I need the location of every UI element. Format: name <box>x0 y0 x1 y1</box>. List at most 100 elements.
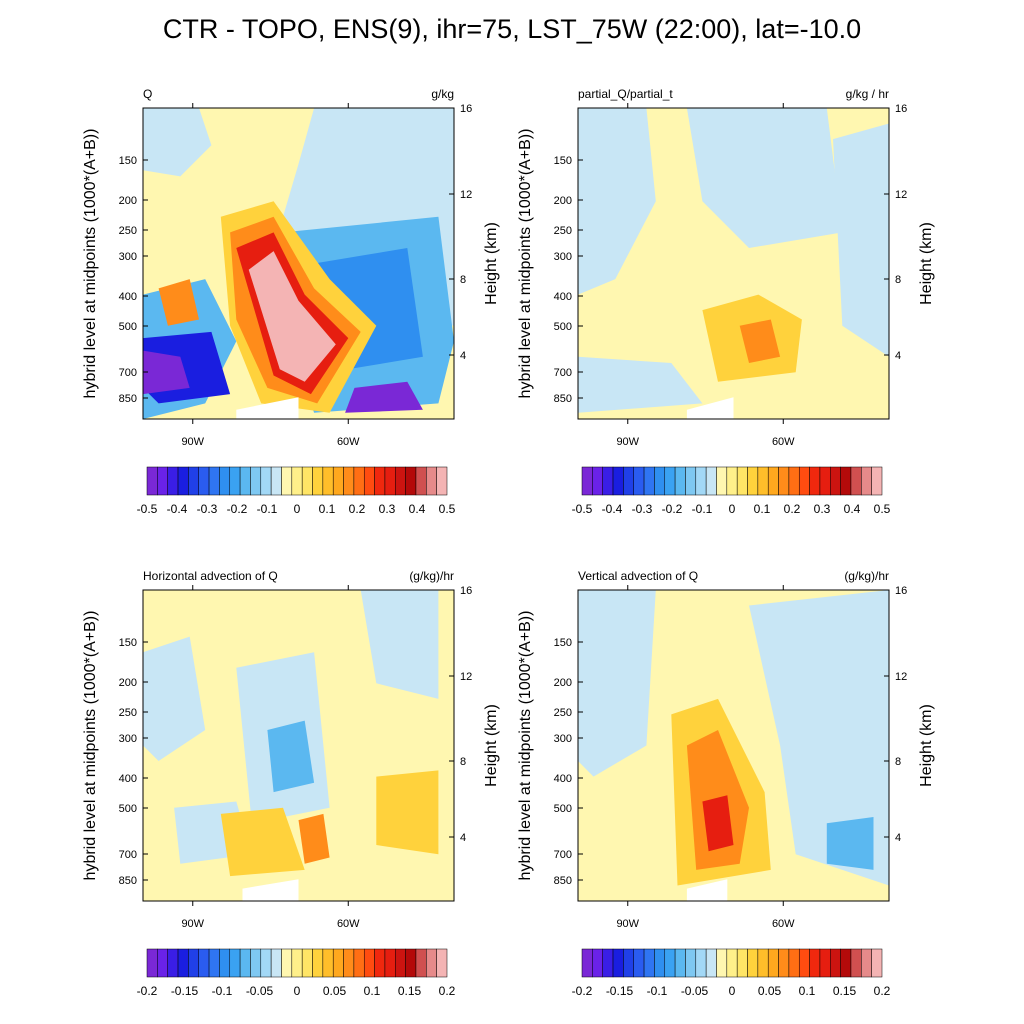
y-tick-label: 300 <box>119 251 137 263</box>
panel-2 <box>577 103 890 496</box>
y-axis-label: hybrid level at midpoints (1000*(A+B)) <box>82 611 99 881</box>
contour-fill <box>143 636 206 761</box>
colorbar-swatch <box>633 466 645 496</box>
y-axis-label: hybrid level at midpoints (1000*(A+B)) <box>517 611 534 881</box>
contour-fill <box>739 319 781 363</box>
plot-frame <box>577 589 890 902</box>
contour-fill <box>686 879 728 901</box>
colorbar-swatch <box>830 466 841 496</box>
colorbar-swatch <box>250 466 262 496</box>
y-right-tick-label: 16 <box>460 103 472 115</box>
colorbar <box>146 948 448 978</box>
colorbar-swatch <box>405 466 417 496</box>
colorbar-swatch <box>229 466 241 496</box>
colorbar-swatch <box>757 948 769 978</box>
colorbar-swatch <box>395 948 406 978</box>
colorbar-swatch <box>612 948 624 978</box>
colorbar-label: 0.2 <box>784 502 801 516</box>
colorbar-swatch <box>157 948 168 978</box>
colorbar-label: 0 <box>729 984 736 998</box>
colorbar-label: 0.4 <box>844 502 861 516</box>
plot-frame <box>577 107 890 420</box>
colorbar-label: -0.15 <box>606 984 634 998</box>
contour-fill <box>578 108 656 295</box>
colorbar-label: -0.15 <box>171 984 199 998</box>
colorbar-swatch <box>177 948 189 978</box>
y-right-tick-label: 16 <box>895 103 907 115</box>
colorbar-swatch <box>415 948 427 978</box>
x-tick-label: 60W <box>772 436 795 448</box>
colorbar <box>581 948 883 978</box>
colorbar-label: 0 <box>729 502 736 516</box>
contour-fill <box>749 590 889 886</box>
colorbar-swatch <box>167 948 179 978</box>
y-tick-label: 500 <box>119 321 137 333</box>
y-tick-label: 200 <box>119 677 137 689</box>
contour-fill <box>158 279 199 326</box>
panel-title: partial_Q/partial_t <box>578 87 673 101</box>
colorbar-swatch <box>809 466 821 496</box>
colorbar-swatch <box>819 466 831 496</box>
colorbar-swatch <box>177 466 189 496</box>
colorbar-swatch <box>747 466 759 496</box>
panel-title: Horizontal advection of Q <box>143 569 278 583</box>
y-tick-label: 250 <box>554 225 572 237</box>
colorbar-swatch <box>353 948 365 978</box>
colorbar-label: 0.2 <box>349 502 366 516</box>
colorbar-label: 0.1 <box>364 984 381 998</box>
y-tick-label: 200 <box>554 195 572 207</box>
colorbar-swatch <box>778 466 790 496</box>
colorbar-swatch <box>312 466 324 496</box>
x-tick-label: 90W <box>181 918 204 930</box>
figure-title: CTR - TOPO, ENS(9), ihr=75, LST_75W (22:… <box>162 14 862 44</box>
y-right-tick-label: 8 <box>460 756 466 768</box>
colorbar-label: 0.3 <box>379 502 396 516</box>
colorbar-swatch <box>374 948 386 978</box>
colorbar-swatch <box>726 466 738 496</box>
contour-fill <box>143 108 212 177</box>
colorbar-swatch <box>767 948 779 978</box>
colorbar-swatch <box>612 466 624 496</box>
colorbar-swatch <box>861 948 872 978</box>
panel-4 <box>577 585 890 978</box>
y-right-axis-label: Height (km) <box>483 222 500 305</box>
y-tick-label: 250 <box>119 225 137 237</box>
colorbar-swatch <box>819 948 831 978</box>
y-right-tick-label: 16 <box>460 585 472 597</box>
plot-frame <box>142 107 455 420</box>
colorbar-label: 0.1 <box>754 502 771 516</box>
colorbar-swatch <box>788 466 800 496</box>
colorbar-swatch <box>716 948 728 978</box>
colorbar-swatch <box>219 948 231 978</box>
colorbar-swatch <box>188 466 199 496</box>
x-tick-label: 90W <box>616 918 639 930</box>
colorbar-swatch <box>664 948 676 978</box>
colorbar-swatch <box>850 466 862 496</box>
colorbar-swatch <box>270 948 282 978</box>
colorbar-swatch <box>188 948 199 978</box>
colorbar <box>146 466 448 496</box>
colorbar-swatch <box>250 948 262 978</box>
colorbar-label: 0.4 <box>409 502 426 516</box>
colorbar-swatch <box>208 948 220 978</box>
colorbar-swatch <box>198 466 210 496</box>
y-right-tick-label: 4 <box>895 350 901 362</box>
colorbar-label: 0.2 <box>874 984 891 998</box>
colorbar-swatch <box>757 466 769 496</box>
y-tick-label: 400 <box>554 773 572 785</box>
y-tick-label: 700 <box>119 367 137 379</box>
colorbar-swatch <box>643 948 655 978</box>
colorbar-label: -0.4 <box>602 502 623 516</box>
colorbar-swatch <box>685 466 697 496</box>
colorbar-label: 0 <box>294 984 301 998</box>
colorbar-swatch <box>716 466 728 496</box>
colorbar-label: -0.05 <box>246 984 274 998</box>
colorbar-swatch <box>871 466 883 496</box>
colorbar-label: 0.5 <box>874 502 891 516</box>
contour-field <box>578 108 889 419</box>
colorbar-swatch <box>260 948 272 978</box>
colorbar-swatch <box>260 466 272 496</box>
y-tick-label: 400 <box>119 291 137 303</box>
colorbar-swatch <box>871 948 883 978</box>
colorbar-swatch <box>208 466 220 496</box>
